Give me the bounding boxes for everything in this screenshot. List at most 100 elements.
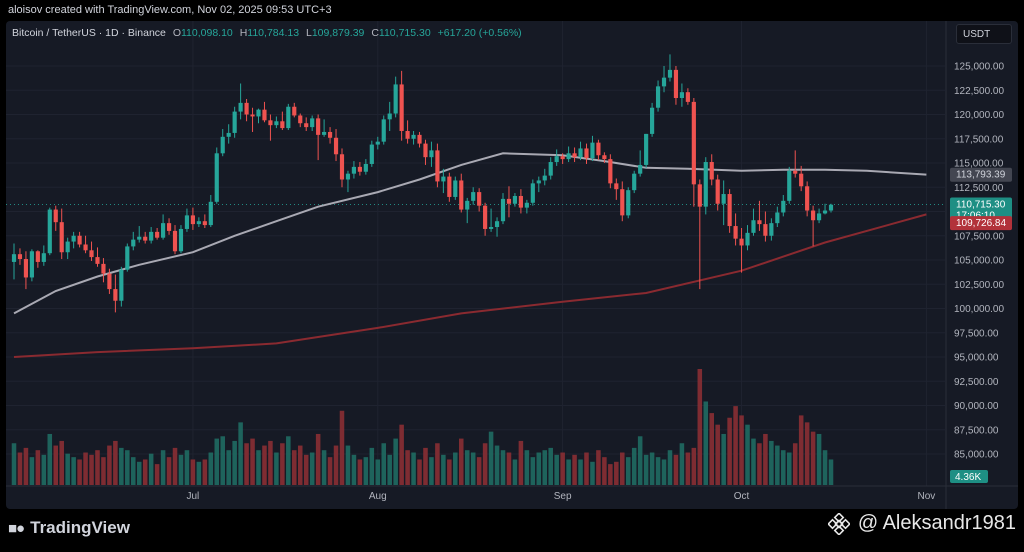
- volume-bar: [286, 436, 291, 485]
- candle-body: [214, 153, 219, 202]
- candle: [614, 178, 619, 200]
- candle-body: [620, 189, 625, 216]
- candle: [679, 83, 684, 107]
- candle: [101, 258, 106, 283]
- candle: [143, 231, 148, 244]
- candle-body: [793, 170, 798, 174]
- price-tick-label: 105,000.00: [954, 256, 1004, 267]
- volume-bar: [154, 464, 160, 485]
- volume-bar: [292, 450, 297, 485]
- volume-bar: [560, 452, 565, 485]
- volume-bar: [77, 459, 82, 485]
- candle-body: [208, 201, 213, 226]
- volume-bar: [196, 461, 202, 485]
- volume-bar: [536, 452, 542, 485]
- volume-bar: [393, 438, 398, 485]
- volume-bar: [703, 401, 709, 485]
- volume-bar: [17, 452, 23, 485]
- volume-bar: [351, 454, 357, 485]
- candle-body: [101, 263, 106, 274]
- price-axis[interactable]: 125,000.00 122,500.00 120,000.00 117,500.00…: [954, 62, 1004, 461]
- candle: [327, 127, 333, 144]
- candle-body: [119, 269, 124, 301]
- candle: [459, 173, 464, 213]
- volume-bar: [822, 450, 828, 485]
- tradingview-logo[interactable]: ■● TradingView: [8, 518, 130, 538]
- price-tick-label: 122,500.00: [954, 86, 1004, 97]
- volume-bar: [119, 447, 124, 485]
- candle-body: [661, 77, 667, 87]
- candle: [751, 208, 756, 236]
- currency-button[interactable]: USDT: [956, 24, 1012, 44]
- ma-long-price-tag-text: 109,726.84: [956, 218, 1006, 229]
- candle: [262, 101, 267, 123]
- volume-bar: [142, 459, 148, 485]
- candle: [232, 106, 237, 138]
- candle-body: [131, 239, 136, 247]
- candle: [119, 266, 124, 307]
- candle: [423, 139, 428, 165]
- volume-bar: [524, 450, 530, 485]
- volume-bar: [23, 447, 29, 485]
- volume-bar: [733, 406, 738, 485]
- brand-name: TradingView: [30, 518, 130, 537]
- candle: [196, 217, 201, 228]
- candle-body: [822, 210, 828, 214]
- candle: [566, 146, 571, 163]
- candle-body: [697, 184, 702, 207]
- candle-body: [298, 115, 303, 124]
- candle: [429, 141, 434, 167]
- candle: [184, 208, 190, 232]
- candle: [781, 195, 786, 217]
- candle-body: [238, 102, 243, 112]
- volume-bar: [476, 457, 482, 485]
- candle-body: [775, 212, 780, 224]
- candle-body: [107, 273, 112, 290]
- candle: [11, 243, 17, 280]
- chart-panel[interactable]: 125,000.00 122,500.00 120,000.00 117,500.00…: [6, 21, 1018, 509]
- candle-body: [596, 142, 601, 156]
- candle: [584, 143, 589, 164]
- volume-bar: [280, 443, 285, 485]
- high-value: 110,784.13: [247, 27, 300, 39]
- candle-body: [53, 209, 58, 223]
- candle-body: [244, 102, 249, 115]
- volume-bar: [125, 450, 130, 485]
- symbol-legend[interactable]: Bitcoin / TetherUS · 1D · Binance O110,0…: [12, 27, 522, 39]
- candle-body: [220, 136, 225, 154]
- time-tick-label: Oct: [734, 491, 750, 502]
- candle: [405, 120, 410, 144]
- candle-body: [441, 176, 446, 182]
- candle-body: [280, 121, 285, 129]
- volume-bar: [739, 415, 744, 485]
- volume-bar: [643, 454, 649, 485]
- candle: [685, 88, 690, 105]
- volume-bar: [488, 431, 494, 485]
- symbol-name[interactable]: Bitcoin / TetherUS · 1D · Binance: [12, 27, 166, 39]
- candle: [95, 247, 100, 267]
- candle-body: [166, 223, 172, 231]
- candle-body: [673, 69, 679, 99]
- last-price-tag-text: 17:06:10: [956, 211, 995, 222]
- volume-bar: [751, 438, 756, 485]
- candle: [524, 199, 529, 214]
- price-chart[interactable]: 125,000.00 122,500.00 120,000.00 117,500.00…: [6, 21, 1018, 509]
- candle-body: [721, 194, 726, 204]
- volume-bar: [190, 459, 196, 485]
- candle: [488, 208, 494, 232]
- candle-body: [369, 144, 374, 164]
- candle: [149, 227, 154, 244]
- time-axis[interactable]: Jul Aug Sep Oct Nov: [6, 485, 1018, 502]
- candle-body: [769, 223, 774, 236]
- volume-bar: [411, 452, 416, 485]
- candle: [554, 149, 559, 166]
- candle-body: [459, 180, 464, 210]
- volume-bar: [202, 459, 208, 485]
- volume-bar: [327, 457, 333, 485]
- candle: [316, 114, 321, 161]
- candle-body: [357, 166, 362, 172]
- volume-bar: [584, 452, 589, 485]
- candle-body: [274, 121, 279, 126]
- candle-body: [828, 204, 834, 211]
- volume-bar: [721, 433, 726, 485]
